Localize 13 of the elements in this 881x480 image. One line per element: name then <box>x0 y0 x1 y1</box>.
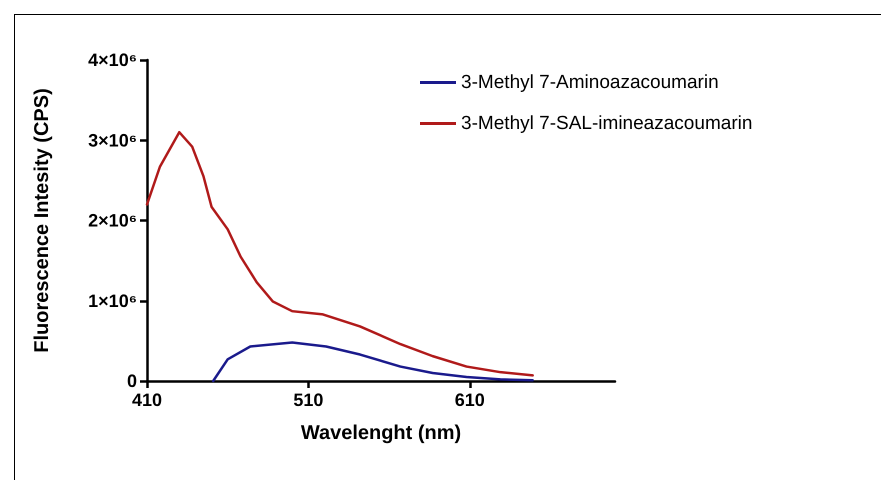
line-series <box>212 341 534 382</box>
x-axis-title: Wavelenght (nm) <box>300 422 462 444</box>
y-axis-title: Fluorescence Intesity (CPS) <box>31 88 53 353</box>
x-tick-label: 610 <box>454 390 485 410</box>
legend-label: 3-Methyl 7-Aminoazacoumarin <box>461 72 719 93</box>
x-tick-label: 510 <box>293 390 324 410</box>
y-tick-label: 1×10⁶ <box>88 290 137 311</box>
y-tick-label: 0 <box>126 371 137 391</box>
y-tick-label: 2×10⁶ <box>88 210 137 230</box>
y-tick-label: 4×10⁶ <box>88 50 137 70</box>
legend-label: 3-Methyl 7-SAL-imineazacoumarin <box>461 113 752 134</box>
x-tick-label: 410 <box>132 390 162 410</box>
y-tick-label: 3×10⁶ <box>88 130 137 150</box>
